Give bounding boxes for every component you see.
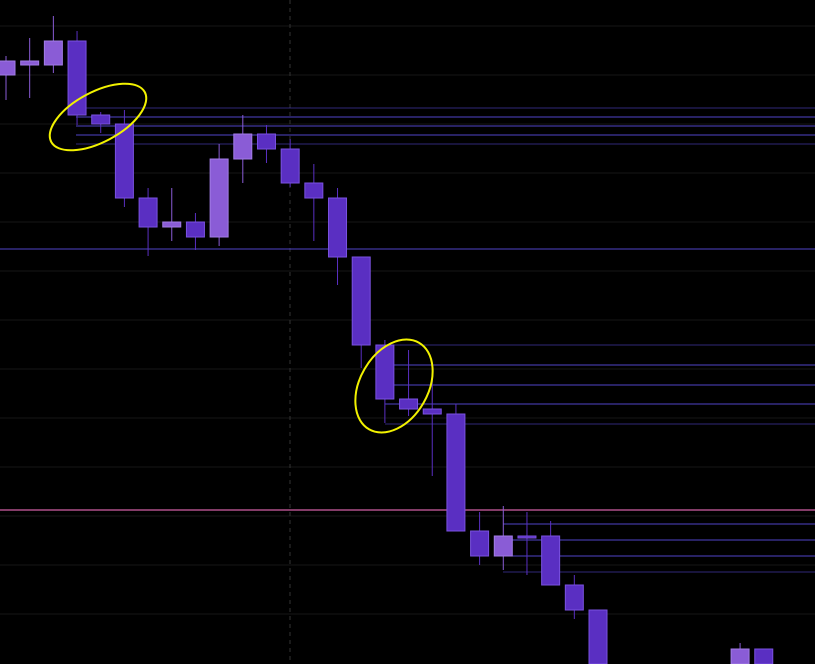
candle-body [114,123,134,199]
candle-body [399,398,419,410]
candle-body [517,535,537,539]
candle-body [91,114,111,125]
candle-body [446,413,466,532]
candle-body [304,182,324,199]
candle-body [754,648,774,664]
candle-body [470,530,490,557]
candle-body [233,133,253,160]
candle-body [564,584,584,611]
candle-body [730,648,750,664]
candle-body [209,158,229,238]
candle-body [588,609,608,664]
candle-body [280,148,300,184]
candle-body [256,133,276,150]
candle-body [328,197,348,258]
candle-body [541,535,561,586]
candles [0,16,774,664]
candle-body [0,60,16,76]
candle-body [43,40,63,66]
candle-body [138,197,158,228]
candle-body [185,221,205,238]
highlight-ellipses [48,82,434,434]
candle-body [422,408,442,415]
candle-body [20,60,40,66]
candle-body [351,256,371,346]
candle-body [493,535,513,557]
candle-body [162,221,182,228]
level-lines [0,107,815,573]
candle-body [375,344,395,400]
